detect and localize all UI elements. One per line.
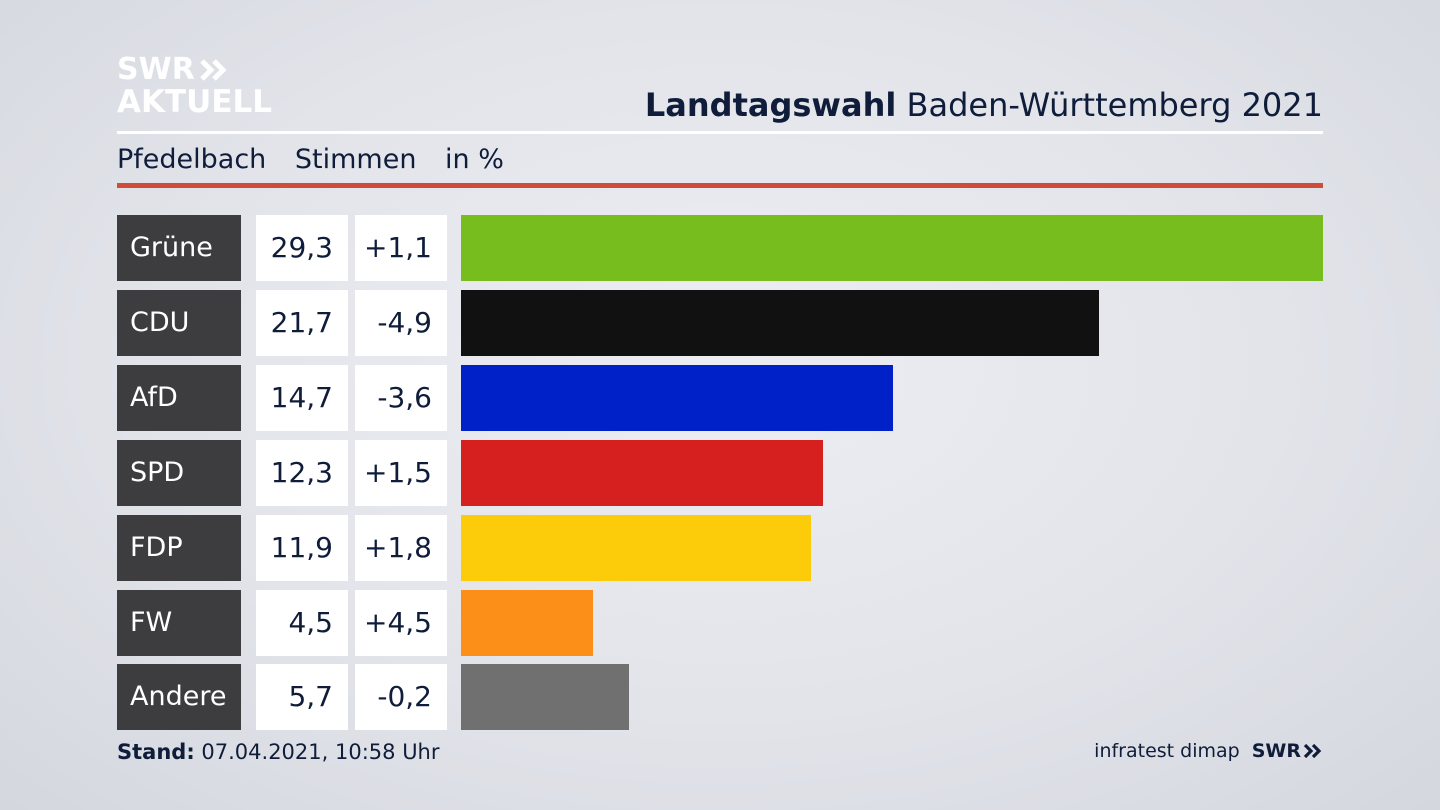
vote-share-label: 14,7 bbox=[256, 364, 348, 431]
party-label: SPD bbox=[117, 439, 241, 506]
bar-row: CDU 21,7 -4,9 bbox=[117, 289, 1323, 356]
title-rest: Baden-Württemberg 2021 bbox=[906, 86, 1324, 124]
party-label: CDU bbox=[117, 289, 241, 356]
change-label: +4,5 bbox=[355, 589, 447, 656]
vote-share-label: 12,3 bbox=[256, 439, 348, 506]
change-label: +1,5 bbox=[355, 439, 447, 506]
bar-row: Grüne 29,3 +1,1 bbox=[117, 215, 1323, 281]
vote-share-label: 11,9 bbox=[256, 514, 348, 581]
bar bbox=[461, 364, 894, 431]
source-credit: infratest dimap SWR bbox=[1094, 740, 1323, 762]
swr-aktuell-logo: SWR AKTUELL bbox=[117, 52, 273, 120]
chart-title: Landtagswahl Baden-Württemberg 2021 bbox=[645, 86, 1323, 124]
bar bbox=[461, 215, 1323, 281]
subtitle-measure: Stimmen bbox=[294, 144, 417, 175]
change-label: +1,1 bbox=[355, 215, 447, 281]
footer-swr-text: SWR bbox=[1251, 740, 1301, 762]
vote-share-label: 5,7 bbox=[256, 664, 348, 731]
party-label: FDP bbox=[117, 514, 241, 581]
bar bbox=[461, 439, 823, 506]
logo-aktuell-text: AKTUELL bbox=[117, 84, 273, 120]
bar bbox=[461, 514, 812, 581]
subtitle-divider bbox=[117, 183, 1323, 188]
double-chevron-icon bbox=[200, 59, 227, 81]
bar-row: Andere 5,7 -0,2 bbox=[117, 664, 1323, 731]
bar bbox=[461, 289, 1100, 356]
bar bbox=[461, 664, 629, 731]
subtitle-place: Pfedelbach bbox=[117, 144, 267, 175]
vote-share-label: 4,5 bbox=[256, 589, 348, 656]
bar-row: AfD 14,7 -3,6 bbox=[117, 364, 1323, 431]
timestamp-label: Stand: bbox=[117, 740, 195, 764]
double-chevron-icon bbox=[1303, 743, 1322, 759]
change-label: +1,8 bbox=[355, 514, 447, 581]
bar bbox=[461, 589, 594, 656]
vote-share-label: 21,7 bbox=[256, 289, 348, 356]
change-label: -3,6 bbox=[355, 364, 447, 431]
footer-swr-logo: SWR bbox=[1252, 740, 1323, 762]
party-label: AfD bbox=[117, 364, 241, 431]
title-divider bbox=[117, 131, 1323, 134]
timestamp-value: 07.04.2021, 10:58 Uhr bbox=[201, 740, 440, 764]
source-name: infratest dimap bbox=[1094, 740, 1240, 762]
timestamp: Stand: 07.04.2021, 10:58 Uhr bbox=[117, 740, 440, 764]
logo-swr-text: SWR bbox=[117, 52, 195, 87]
title-bold: Landtagswahl bbox=[644, 86, 897, 124]
change-label: -0,2 bbox=[355, 664, 447, 731]
bar-row: SPD 12,3 +1,5 bbox=[117, 439, 1323, 506]
bar-row: FW 4,5 +4,5 bbox=[117, 589, 1323, 656]
party-label: Grüne bbox=[117, 215, 241, 281]
change-label: -4,9 bbox=[355, 289, 447, 356]
subtitle-unit: in % bbox=[445, 144, 504, 175]
chart-subtitle: Pfedelbach Stimmen in % bbox=[117, 144, 524, 175]
party-label: Andere bbox=[117, 664, 241, 731]
party-label: FW bbox=[117, 589, 241, 656]
vote-share-label: 29,3 bbox=[256, 215, 348, 281]
bar-row: FDP 11,9 +1,8 bbox=[117, 514, 1323, 581]
